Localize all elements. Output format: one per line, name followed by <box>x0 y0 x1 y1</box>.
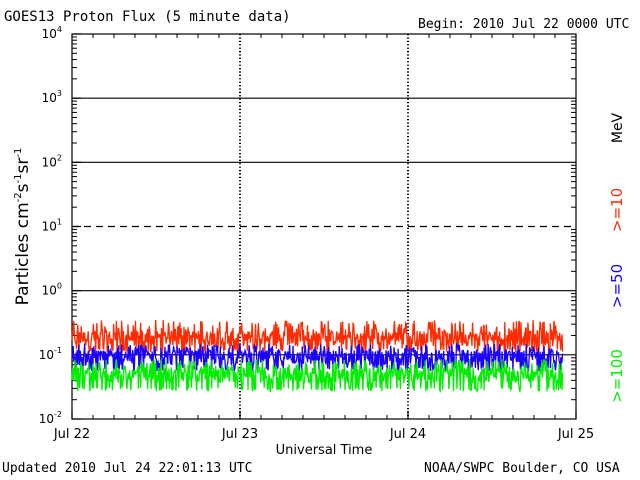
series-trace-2 <box>71 342 564 374</box>
y-tick-label: 10-1 <box>39 346 62 362</box>
x-tick-label: Jul 24 <box>389 427 426 442</box>
x-tick-label: Jul 25 <box>557 427 594 442</box>
series-trace-1 <box>71 319 564 353</box>
y-tick-label: 102 <box>42 153 62 169</box>
chart-title: GOES13 Proton Flux (5 minute data) <box>4 9 291 25</box>
y-tick-label: 10-2 <box>39 410 62 426</box>
series-trace-3 <box>71 358 564 394</box>
source-credit: NOAA/SWPC Boulder, CO USA <box>424 461 620 476</box>
x-tick-label: Jul 23 <box>221 427 258 442</box>
y-tick-label: 104 <box>42 25 62 41</box>
updated-timestamp: Updated 2010 Jul 24 22:01:13 UTC <box>2 461 253 476</box>
begin-time-label: Begin: 2010 Jul 22 0000 UTC <box>418 17 630 32</box>
y-tick-label: 101 <box>42 218 62 234</box>
legend-label-1: >=10 <box>608 188 626 232</box>
y-tick-label: 103 <box>42 89 62 105</box>
legend-label-2: >=50 <box>608 264 626 308</box>
legend-label-3: >=100 <box>608 349 626 403</box>
unit-label: MeV <box>610 112 626 143</box>
x-axis-label: Universal Time <box>276 443 373 458</box>
y-axis-label: Particles cm-2s-1sr-1 <box>13 148 33 306</box>
x-tick-label: Jul 22 <box>53 427 90 442</box>
y-tick-label: 100 <box>42 282 62 298</box>
